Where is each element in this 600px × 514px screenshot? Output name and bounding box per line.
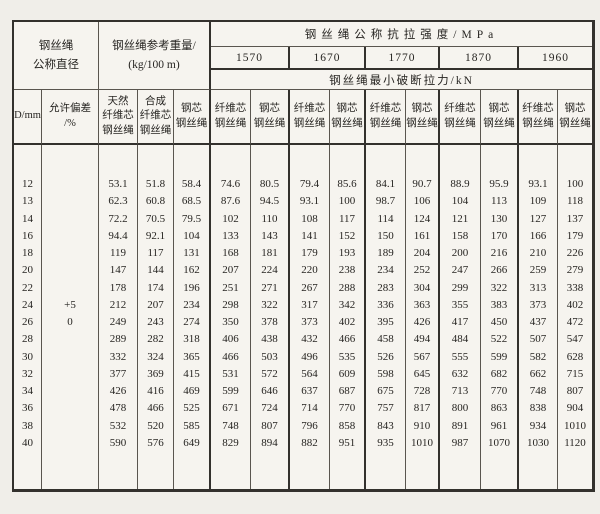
subheader-tolerance: 允许偏差 /%: [42, 90, 99, 145]
subheader-1670-steel: 钢芯 钢丝绳: [330, 90, 366, 145]
subheader-1960-steel: 钢芯 钢丝绳: [558, 90, 592, 145]
subheader-weight-synthetic-fiber: 合成 纤维芯 钢丝绳: [138, 90, 174, 145]
subheader-1960-fiber: 纤维芯 钢丝绳: [519, 90, 558, 145]
subheader-1570-fiber: 纤维芯 钢丝绳: [211, 90, 251, 145]
subheader-weight-steel-core: 钢芯 钢丝绳: [174, 90, 211, 145]
column-1770-steel: 90.7 106 124 161 204 252 304 363 426 494…: [406, 145, 440, 489]
column-1870-fiber: 88.9 104 121 158 200 247 299 355 417 484…: [440, 145, 481, 489]
header-diameter: 钢丝绳 公称直径: [14, 22, 99, 90]
column-tolerance: +5 0: [42, 145, 99, 489]
header-weight: 钢丝绳参考重量/ (kg/100 m): [99, 22, 211, 90]
column-1670-steel: 85.6 100 117 152 193 238 288 342 402 466…: [330, 145, 366, 489]
wire-rope-table: 钢丝绳 公称直径 钢丝绳参考重量/ (kg/100 m) 钢丝绳公称抗拉强度/M…: [12, 20, 595, 492]
subheader-1770-steel: 钢芯 钢丝绳: [406, 90, 440, 145]
subheader-1870-steel: 钢芯 钢丝绳: [481, 90, 519, 145]
column-1670-fiber: 79.4 93.1 108 141 179 220 267 317 373 43…: [290, 145, 330, 489]
subheader-1770-fiber: 纤维芯 钢丝绳: [366, 90, 406, 145]
subheader-weight-natural-fiber: 天然 纤维芯 钢丝绳: [99, 90, 138, 145]
header-grade-1870: 1870: [440, 47, 519, 70]
column-1770-fiber: 84.1 98.7 114 150 189 234 283 336 395 45…: [366, 145, 406, 489]
column-1870-steel: 95.9 113 130 170 216 266 322 383 450 522…: [481, 145, 519, 489]
column-1960-steel: 100 118 137 179 226 279 338 402 472 547 …: [564, 178, 586, 449]
subheader-dmm: D/mm: [14, 90, 42, 145]
column-diameter: 12 13 14 16 18 20 22 24 26 28 30 32 34 3…: [14, 145, 42, 489]
column-1960-fiber: 93.1 109 127 166 210 259 313 373 437 507…: [519, 145, 558, 489]
header-grade-1960: 1960: [519, 47, 592, 70]
subheader-1870-fiber: 纤维芯 钢丝绳: [440, 90, 481, 145]
column-weight-steelcore: 58.4 68.5 79.5 104 131 162 196 234 274 3…: [174, 145, 211, 489]
header-grade-1770: 1770: [366, 47, 440, 70]
header-grade-1570: 1570: [211, 47, 290, 70]
column-1570-steel: 80.5 94.5 110 143 181 224 271 322 378 43…: [251, 145, 290, 489]
column-weight-natural: 53.1 62.3 72.2 94.4 119 147 178 212 249 …: [99, 145, 138, 489]
header-grade-1670: 1670: [290, 47, 366, 70]
column-1570-fiber: 74.6 87.6 102 133 168 207 251 298 350 40…: [211, 145, 251, 489]
header-strength: 钢丝绳公称抗拉强度/MPa: [211, 22, 592, 47]
header-breaking-force: 钢丝绳最小破断拉力/kN: [211, 70, 592, 90]
subheader-1570-steel: 钢芯 钢丝绳: [251, 90, 290, 145]
subheader-1670-fiber: 纤维芯 钢丝绳: [290, 90, 330, 145]
column-weight-synthetic: 51.8 60.8 70.5 92.1 117 144 174 207 243 …: [138, 145, 174, 489]
